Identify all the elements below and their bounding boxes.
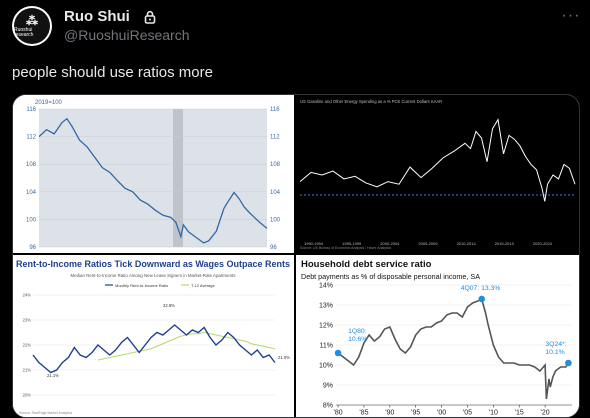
lock-icon	[144, 10, 156, 24]
chart-title: Household debt service ratio	[301, 259, 432, 270]
annotation-label: 1Q80:	[348, 328, 367, 335]
annotation-label: 3Q24*:	[545, 341, 566, 348]
annotation-peak: 22.8%	[163, 303, 175, 308]
y-tick-label-right: 100	[270, 217, 281, 223]
y-tick-label-left: 116	[26, 107, 36, 113]
x-tick-label: '00	[437, 410, 446, 417]
x-tick-label: 2005-2009	[418, 241, 438, 246]
y-tick-label-left: 100	[26, 217, 37, 223]
tweet-media[interactable]: 2019=100 116 112 108 104 100 96 116 112 108 104 1…	[12, 94, 580, 418]
rent-chart: Rent-to-Income Ratios Tick Downward as W…	[13, 255, 294, 417]
legend-monthly: Monthly Rent-to-Income Ratio	[115, 283, 169, 288]
y-tick-label-right: 104	[270, 190, 281, 196]
series-line	[337, 297, 570, 400]
chart-panel-rent[interactable]: Rent-to-Income Ratios Tick Downward as W…	[13, 255, 294, 417]
series-line	[299, 118, 576, 202]
grid-divider-vertical	[294, 95, 296, 417]
annotation-latest: 21.0%	[278, 355, 290, 360]
y-tick-label: 20%	[23, 393, 32, 398]
chart-panel-debt[interactable]: Household debt service ratio Debt paymen…	[296, 255, 579, 417]
unit-label: 2019=100	[35, 100, 63, 106]
y-tick-label-left: 112	[26, 135, 36, 141]
y-tick-label: 22%	[23, 343, 32, 348]
annotation-label: 10.6%	[348, 336, 367, 343]
annotation-marker	[565, 359, 572, 367]
tweet-text: people should use ratios more	[12, 64, 213, 81]
y-tick-label: 13%	[319, 303, 333, 310]
chart-footnote: Source: RealPage Market Analytics	[19, 411, 72, 415]
x-tick-label: '15	[515, 410, 524, 417]
y-tick-label: 12%	[319, 323, 333, 330]
y-tick-label-left: 96	[29, 245, 36, 251]
chart-panel-gasoline[interactable]: US Gasoline and Other Energy Spending as…	[296, 95, 579, 253]
x-tick-label: '85	[359, 410, 368, 417]
annotation-label: 10.1%	[545, 349, 564, 356]
y-tick-label: 23%	[23, 318, 32, 323]
annotation-marker	[334, 349, 342, 357]
x-tick-label: 2015-2019	[495, 241, 515, 246]
y-tick-label-right: 112	[270, 135, 280, 141]
x-tick-label: 2000-2004	[380, 241, 400, 246]
tweet-header: ⁂ Ruoshui research Ruo Shui @RuoshuiRese…	[12, 6, 582, 46]
avatar[interactable]: ⁂ Ruoshui research	[12, 6, 52, 46]
debt-chart: Household debt service ratio Debt paymen…	[296, 255, 579, 417]
legend: Monthly Rent-to-Income Ratio T-12 Averag…	[105, 283, 215, 288]
plot-area	[39, 109, 267, 247]
x-tick-label: '20	[541, 410, 550, 417]
annotation-low: 21.1%	[47, 373, 59, 378]
y-tick-label: 9%	[323, 383, 333, 390]
grid-divider-horizontal	[13, 253, 579, 255]
y-tick-label: 24%	[23, 293, 32, 298]
y-tick-label: 10%	[319, 363, 333, 370]
series-line	[38, 117, 268, 244]
x-tick-label: 2020-2024	[533, 241, 553, 246]
chart-panel-index[interactable]: 2019=100 116 112 108 104 100 96 116 112 108 104 1…	[13, 95, 294, 253]
y-tick-label: 11%	[320, 343, 334, 350]
more-icon[interactable]: ···	[561, 7, 581, 24]
y-tick-label-right: 116	[270, 107, 280, 113]
annotation-label: 4Q07: 13.3%	[461, 285, 501, 292]
chart-subtitle: Median Rent-to-Income Ratio Among New Le…	[71, 273, 237, 278]
x-tick-label: '80	[334, 410, 343, 417]
chart-subtitle: Debt payments as % of disposable persona…	[301, 272, 480, 281]
y-tick-label: 8%	[323, 403, 333, 410]
gasoline-chart: US Gasoline and Other Energy Spending as…	[296, 95, 579, 253]
y-tick-label-right: 96	[270, 245, 277, 251]
y-tick-label: 21%	[23, 368, 32, 373]
chart-title: US Gasoline and Other Energy Spending as…	[300, 99, 442, 104]
avatar-logo: ⁂ Ruoshui research	[14, 8, 50, 44]
x-tick-label: 2010-2014	[457, 241, 477, 246]
y-tick-label-left: 104	[26, 190, 37, 196]
y-tick-label-left: 108	[26, 162, 37, 168]
x-tick-label: '90	[385, 410, 394, 417]
chart-footnote: Source: US Bureau of Economic Analysis /…	[300, 246, 391, 250]
avatar-brand: Ruoshui research	[14, 26, 34, 38]
x-tick-label: '05	[463, 410, 472, 417]
index-chart: 2019=100 116 112 108 104 100 96 116 112 108 104 1…	[13, 95, 294, 253]
legend-t12: T-12 Average	[191, 283, 215, 288]
x-tick-label: '95	[411, 410, 420, 417]
x-tick-label: 1995-1999	[342, 241, 362, 246]
author-handle[interactable]: @RuoshuiResearch	[64, 27, 190, 43]
x-tick-label: 1990-1994	[304, 241, 324, 246]
avatar-mark: ⁂	[26, 13, 38, 28]
chart-title: Rent-to-Income Ratios Tick Downward as W…	[16, 259, 290, 269]
series-line-monthly	[32, 324, 276, 374]
y-tick-label: 14%	[319, 283, 333, 290]
y-tick-label-right: 108	[270, 162, 281, 168]
annotation-marker	[478, 295, 485, 303]
author-name[interactable]: Ruo Shui	[64, 8, 130, 25]
x-tick-label: '10	[489, 410, 498, 417]
recession-band	[173, 109, 183, 247]
